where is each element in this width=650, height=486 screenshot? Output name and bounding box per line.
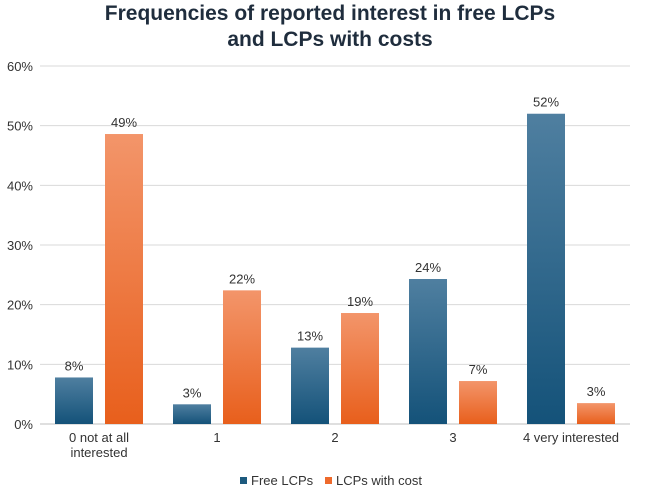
data-label: 7%	[469, 362, 488, 377]
data-label: 19%	[347, 294, 373, 309]
y-tick-label: 40%	[7, 178, 33, 193]
data-label: 3%	[587, 384, 606, 399]
bar-lcps-with-cost-4	[577, 403, 615, 424]
chart-title-line-2: and LCPs with costs	[227, 28, 432, 51]
data-label: 22%	[229, 271, 255, 286]
bar-free-lcps-3	[409, 279, 447, 424]
bar-free-lcps-4	[527, 113, 565, 424]
data-label: 24%	[415, 260, 441, 275]
x-tick-label: 0 not at all	[69, 430, 129, 445]
legend: Free LCPs LCPs with cost	[240, 473, 422, 486]
data-label: 52%	[533, 95, 559, 110]
data-label: 8%	[65, 358, 84, 373]
y-tick-label: 30%	[7, 238, 33, 253]
data-label: 49%	[111, 115, 137, 130]
legend-label-lcps-with-cost: LCPs with cost	[336, 473, 422, 486]
data-label: 3%	[183, 385, 202, 400]
legend-swatch-free-lcps	[240, 477, 247, 484]
y-tick-label: 10%	[7, 357, 33, 372]
bar-free-lcps-0	[55, 377, 93, 424]
legend-label-free-lcps: Free LCPs	[251, 473, 314, 486]
bar-free-lcps-2	[291, 347, 329, 424]
legend-swatch-lcps-with-cost	[325, 477, 332, 484]
bar-lcps-with-cost-0	[105, 134, 143, 424]
x-tick-label: interested	[70, 445, 127, 460]
x-tick-label: 4 very interested	[523, 430, 619, 445]
bar-lcps-with-cost-2	[341, 313, 379, 424]
y-tick-label: 50%	[7, 119, 33, 134]
y-tick-label: 60%	[7, 59, 33, 74]
bar-free-lcps-1	[173, 404, 211, 424]
bar-lcps-with-cost-1	[223, 290, 261, 424]
bars: 8% 3% 13% 24% 52% 49% 22% 19% 7% 3%	[55, 95, 615, 424]
data-label: 13%	[297, 329, 323, 344]
x-tick-label: 3	[449, 430, 456, 445]
y-tick-label: 20%	[7, 298, 33, 313]
x-tick-label: 2	[331, 430, 338, 445]
x-tick-label: 1	[213, 430, 220, 445]
y-axis: 0% 10% 20% 30% 40% 50% 60%	[7, 59, 33, 432]
chart-title-line-1: Frequencies of reported interest in free…	[105, 2, 555, 25]
y-tick-label: 0%	[14, 417, 33, 432]
bar-lcps-with-cost-3	[459, 381, 497, 424]
